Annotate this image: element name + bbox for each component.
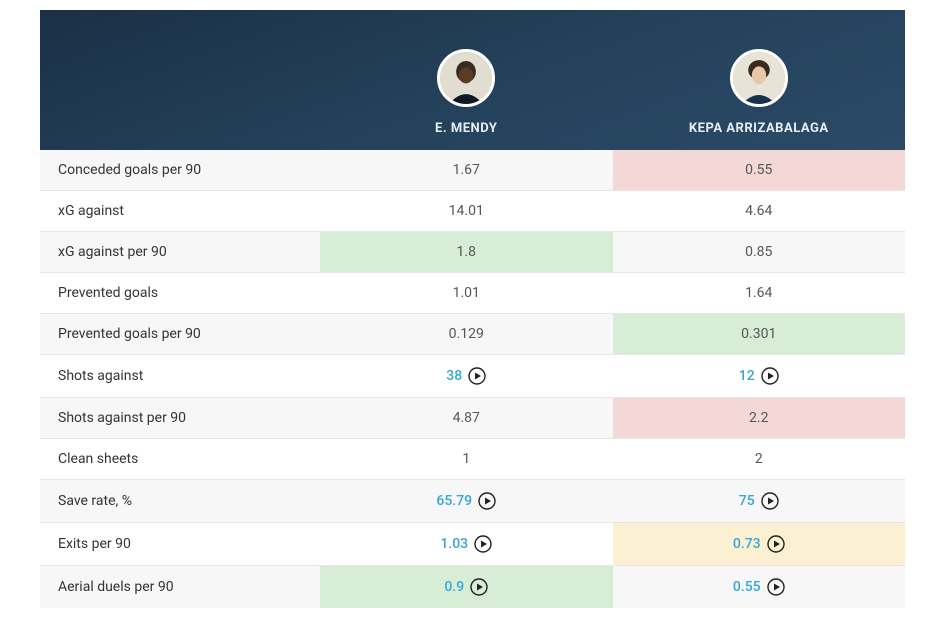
stat-label: Conceded goals per 90	[40, 150, 320, 190]
player-name-1: E. MENDY	[435, 121, 497, 136]
stat-value-p2[interactable]: 0.55	[613, 566, 906, 608]
value-text: 14.01	[449, 203, 484, 219]
play-icon[interactable]	[761, 367, 779, 385]
stat-label: Save rate, %	[40, 480, 320, 522]
stat-value-p1[interactable]: 65.79	[320, 480, 613, 522]
stat-value-p2: 2.2	[613, 398, 906, 438]
table-row: Aerial duels per 90 0.9 0.55	[40, 566, 905, 608]
comparison-container: E. MENDY KEPA ARRIZABALAGA Conceded goal…	[0, 0, 945, 618]
play-icon[interactable]	[468, 367, 486, 385]
value-text: 0.55	[733, 579, 761, 595]
value-text: 65.79	[436, 493, 472, 509]
stat-label: Aerial duels per 90	[40, 566, 320, 608]
stat-value-p2: 0.301	[613, 314, 906, 354]
value-text: 38	[446, 368, 462, 384]
player-header-2[interactable]: KEPA ARRIZABALAGA	[613, 10, 906, 150]
stat-value-p1: 1.01	[320, 273, 613, 313]
play-icon[interactable]	[767, 535, 785, 553]
table-row: Prevented goals per 90 0.129 0.301	[40, 314, 905, 355]
value-text: 0.55	[745, 162, 772, 178]
value-text: 0.301	[741, 326, 776, 342]
stat-value-p2: 4.64	[613, 191, 906, 231]
stat-value-p2: 2	[613, 439, 906, 479]
value-text: 2	[755, 451, 763, 467]
value-text: 0.129	[449, 326, 484, 342]
stat-value-p2[interactable]: 0.73	[613, 523, 906, 565]
value-text: 4.64	[745, 203, 772, 219]
value-text: 0.9	[444, 579, 464, 595]
table-row: Shots against 38 12	[40, 355, 905, 398]
stat-label: Prevented goals per 90	[40, 314, 320, 354]
comparison-table: E. MENDY KEPA ARRIZABALAGA Conceded goal…	[40, 10, 905, 608]
value-text: 1.03	[440, 536, 468, 552]
value-text: 1.64	[745, 285, 772, 301]
table-row: Conceded goals per 90 1.67 0.55	[40, 150, 905, 191]
value-text: 12	[739, 368, 755, 384]
value-text: 1	[462, 451, 470, 467]
stat-value-p1: 4.87	[320, 398, 613, 438]
play-icon[interactable]	[767, 578, 785, 596]
stat-value-p2[interactable]: 12	[613, 355, 906, 397]
stat-value-p2: 0.55	[613, 150, 906, 190]
value-text: 0.73	[733, 536, 761, 552]
value-text: 75	[739, 493, 755, 509]
stat-value-p1[interactable]: 0.9	[320, 566, 613, 608]
stat-value-p2: 0.85	[613, 232, 906, 272]
stat-value-p2[interactable]: 75	[613, 480, 906, 522]
value-text: 4.87	[453, 410, 480, 426]
value-text: 2.2	[749, 410, 768, 426]
stat-value-p1[interactable]: 38	[320, 355, 613, 397]
table-row: xG against 14.01 4.64	[40, 191, 905, 232]
stat-label: Shots against per 90	[40, 398, 320, 438]
value-text: 0.85	[745, 244, 772, 260]
table-header-row: E. MENDY KEPA ARRIZABALAGA	[40, 10, 905, 150]
header-spacer	[40, 10, 320, 150]
value-text: 1.8	[457, 244, 476, 260]
stat-label: xG against per 90	[40, 232, 320, 272]
table-row: Save rate, % 65.79 75	[40, 480, 905, 523]
stat-label: xG against	[40, 191, 320, 231]
stat-value-p2: 1.64	[613, 273, 906, 313]
player-avatar-1	[437, 49, 495, 107]
play-icon[interactable]	[474, 535, 492, 553]
table-row: Shots against per 90 4.87 2.2	[40, 398, 905, 439]
stat-value-p1: 1.67	[320, 150, 613, 190]
stat-value-p1: 1.8	[320, 232, 613, 272]
stat-label: Prevented goals	[40, 273, 320, 313]
play-icon[interactable]	[478, 492, 496, 510]
stat-value-p1: 14.01	[320, 191, 613, 231]
play-icon[interactable]	[761, 492, 779, 510]
value-text: 1.67	[453, 162, 480, 178]
player-header-1[interactable]: E. MENDY	[320, 10, 613, 150]
table-row: Exits per 90 1.03 0.73	[40, 523, 905, 566]
stat-label: Shots against	[40, 355, 320, 397]
table-row: xG against per 90 1.8 0.85	[40, 232, 905, 273]
stat-value-p1: 1	[320, 439, 613, 479]
stat-value-p1: 0.129	[320, 314, 613, 354]
stat-label: Clean sheets	[40, 439, 320, 479]
table-row: Prevented goals 1.01 1.64	[40, 273, 905, 314]
stat-label: Exits per 90	[40, 523, 320, 565]
play-icon[interactable]	[470, 578, 488, 596]
value-text: 1.01	[453, 285, 480, 301]
stat-value-p1[interactable]: 1.03	[320, 523, 613, 565]
table-row: Clean sheets 1 2	[40, 439, 905, 480]
player-avatar-2	[730, 49, 788, 107]
player-name-2: KEPA ARRIZABALAGA	[689, 121, 829, 136]
